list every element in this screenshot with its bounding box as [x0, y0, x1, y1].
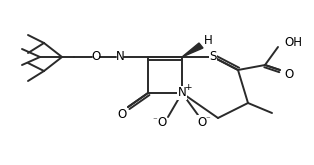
Text: O: O: [117, 108, 127, 120]
Text: N: N: [116, 50, 124, 64]
Text: H: H: [203, 34, 212, 48]
Polygon shape: [182, 43, 203, 57]
Text: O: O: [91, 50, 100, 64]
Text: O: O: [198, 115, 207, 129]
Text: S: S: [209, 50, 217, 64]
Text: O: O: [284, 68, 293, 82]
Text: N: N: [178, 86, 187, 99]
Text: ⁻: ⁻: [153, 116, 157, 126]
Text: +: +: [184, 83, 192, 93]
Text: ⁻: ⁻: [206, 115, 210, 125]
Text: OH: OH: [284, 36, 302, 50]
Text: O: O: [157, 116, 167, 130]
